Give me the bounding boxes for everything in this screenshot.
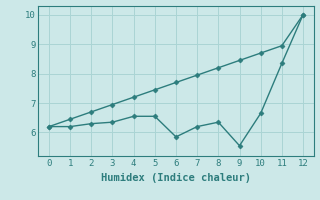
- X-axis label: Humidex (Indice chaleur): Humidex (Indice chaleur): [101, 173, 251, 183]
